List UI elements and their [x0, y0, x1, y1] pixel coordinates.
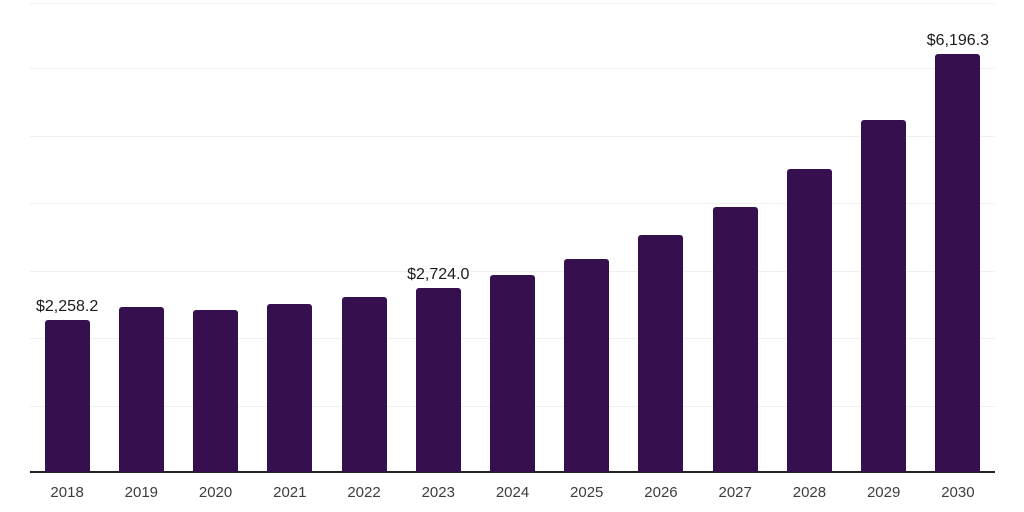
bar-2025 [564, 258, 610, 472]
bar-value-label-2018: $2,258.2 [35, 297, 99, 315]
x-tick-2028: 2028 [792, 484, 827, 501]
bar-2020 [193, 310, 239, 472]
gridline-4000 [30, 203, 995, 205]
bar-2026 [638, 234, 684, 472]
bar-2023 [415, 288, 461, 472]
x-tick-2027: 2027 [718, 484, 752, 501]
bar-2028 [786, 169, 832, 472]
bar-2019 [118, 307, 164, 472]
gridline-3000 [30, 270, 995, 272]
x-axis-line [30, 471, 995, 473]
bar-2021 [267, 304, 313, 472]
gridline-6000 [30, 68, 995, 70]
x-tick-2023: 2023 [421, 484, 455, 501]
x-tick-2030: 2030 [941, 484, 975, 501]
x-tick-2018: 2018 [50, 484, 84, 501]
bar-value-label-2030: $6,196.3 [926, 31, 990, 49]
x-tick-2024: 2024 [495, 484, 530, 501]
bar-2029 [861, 120, 907, 472]
x-tick-2020: 2020 [198, 484, 233, 501]
x-tick-2019: 2019 [124, 484, 159, 501]
bar-2027 [712, 207, 758, 472]
bar-value-label-2023: $2,724.0 [407, 266, 470, 284]
x-tick-2022: 2022 [347, 484, 381, 501]
bar-2024 [490, 274, 535, 472]
bar-2030 [935, 53, 981, 472]
x-tick-2025: 2025 [570, 484, 604, 501]
bar-2018 [44, 319, 90, 472]
x-tick-2021: 2021 [273, 484, 307, 501]
x-tick-2026: 2026 [644, 484, 678, 501]
x-tick-2029: 2029 [866, 484, 901, 501]
bar-2022 [341, 296, 387, 472]
gridline-5000 [30, 135, 995, 137]
